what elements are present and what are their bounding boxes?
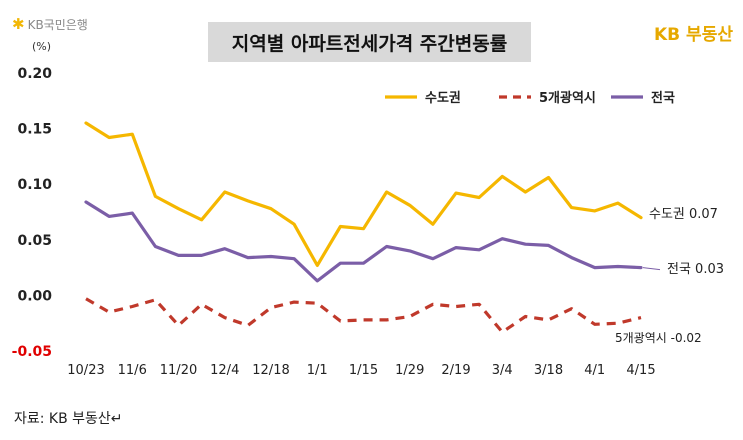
y-tick-label: 0.15: [17, 122, 52, 138]
series-line-3: [84, 200, 643, 283]
x-tick-label: 2/19: [441, 363, 470, 378]
x-tick-label: 11/20: [160, 363, 197, 378]
chart-frame: ✱ KB국민은행 KB 부동산 지역별 아파트전세가격 주간변동률 (%) -0…: [12, 15, 733, 378]
chart-title: 지역별 아파트전세가격 주간변동률: [208, 22, 531, 62]
y-axis-ticks: -0.05 0.00 0.05 0.10 0.15 0.20: [12, 66, 53, 360]
x-axis-ticks: 10/23 11/6 11/20 12/4 12/18 1/1 1/15 1/29 2/19 3/…: [67, 363, 655, 378]
series-line-1: [84, 121, 643, 267]
line-chart: -0.05 0.00 0.05 0.10 0.15 0.20 10/23 11/6 11/20…: [12, 66, 724, 378]
x-tick-label: 1/29: [395, 363, 424, 378]
y-tick-label: 0.10: [17, 177, 52, 193]
source-note: 자료: KB 부동산↵: [14, 411, 123, 427]
chart-title-text: 지역별 아파트전세가격 주간변동률: [231, 32, 508, 55]
chart-legend: 수도권 5개광역시 전국: [385, 90, 675, 106]
x-tick-label: 12/18: [252, 363, 289, 378]
series-line-2: [85, 297, 642, 334]
x-tick-label: 11/6: [118, 363, 147, 378]
nation-leader-line: [642, 267, 661, 271]
x-tick-label: 10/23: [67, 363, 104, 378]
x-tick-label: 12/4: [210, 363, 239, 378]
kb-bank-logo: ✱ KB국민은행: [12, 15, 88, 33]
kb-realestate-logo: KB 부동산: [654, 25, 733, 45]
end-label-1: 수도권 0.07: [649, 207, 718, 222]
end-label-2: 전국 0.03: [667, 262, 724, 277]
legend-label-2: 5개광역시: [539, 90, 596, 106]
end-labels: 수도권 0.07 전국 0.03 5개광역시 -0.02: [615, 207, 724, 345]
x-tick-label: 3/18: [534, 363, 563, 378]
legend-label-1: 수도권: [425, 91, 461, 106]
x-tick-label: 4/15: [626, 363, 655, 378]
y-tick-label: 0.20: [17, 66, 52, 82]
y-tick-label: 0.05: [17, 233, 52, 249]
legend-label-3: 전국: [651, 90, 675, 106]
x-tick-label: 4/1: [584, 363, 605, 378]
y-tick-label: 0.00: [17, 288, 52, 304]
end-label-3: 5개광역시 -0.02: [615, 331, 702, 345]
kb-star-icon: ✱: [12, 15, 25, 33]
y-axis-unit: (%): [32, 40, 52, 53]
kb-bank-logo-text: KB국민은행: [27, 17, 88, 32]
x-tick-label: 1/1: [307, 363, 328, 378]
x-tick-label: 3/4: [492, 363, 513, 378]
series-layer: [84, 121, 643, 334]
x-tick-label: 1/15: [349, 363, 378, 378]
y-tick-label: -0.05: [12, 344, 52, 360]
